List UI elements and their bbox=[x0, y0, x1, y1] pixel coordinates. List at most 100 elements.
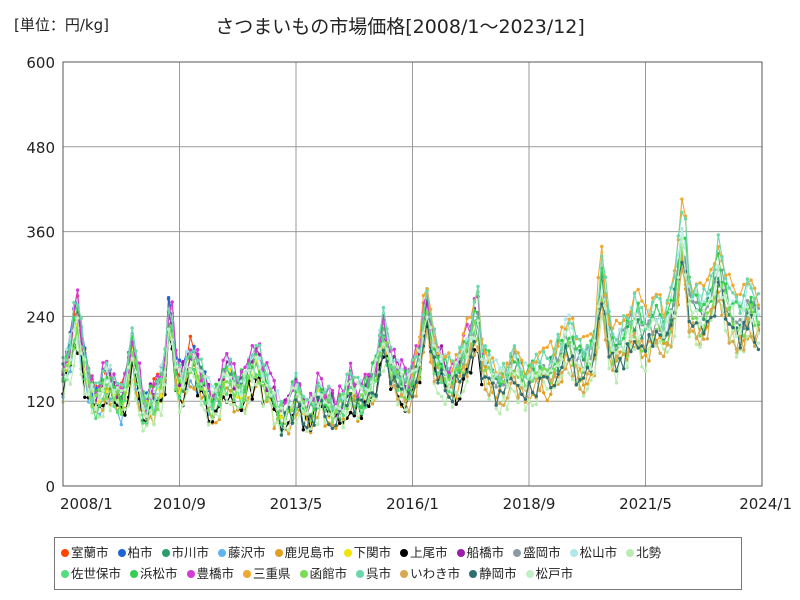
legend-item: 静岡市 bbox=[469, 563, 517, 584]
data-point bbox=[156, 379, 160, 384]
data-point bbox=[552, 347, 557, 351]
data-point bbox=[571, 322, 575, 326]
data-point bbox=[498, 381, 502, 385]
axes: 0 120 240 360 480 600 2008/1 2010/9 2013/5 2016/1… bbox=[26, 54, 792, 513]
data-point bbox=[323, 387, 327, 391]
data-point bbox=[108, 363, 113, 367]
data-point bbox=[596, 275, 600, 280]
data-point bbox=[509, 381, 513, 385]
data-point bbox=[345, 372, 349, 377]
data-point bbox=[64, 375, 69, 380]
data-point bbox=[148, 409, 153, 413]
legend-item: 浜松市 bbox=[130, 563, 178, 584]
data-point bbox=[261, 362, 265, 367]
data-point bbox=[669, 295, 673, 299]
data-point bbox=[676, 234, 680, 238]
data-point bbox=[530, 403, 535, 407]
data-point bbox=[465, 374, 469, 379]
data-point bbox=[738, 311, 742, 315]
data-point bbox=[308, 398, 313, 402]
legend-marker-icon bbox=[243, 570, 252, 578]
data-point bbox=[287, 396, 291, 400]
legend-marker-icon bbox=[400, 549, 409, 557]
data-point bbox=[410, 374, 415, 378]
data-point bbox=[163, 347, 167, 351]
data-point bbox=[217, 397, 222, 401]
data-point bbox=[166, 296, 171, 300]
data-point bbox=[745, 299, 750, 303]
x-tick-label: 2016/1 bbox=[386, 495, 439, 513]
data-point bbox=[611, 332, 615, 336]
data-point bbox=[217, 381, 222, 385]
data-point bbox=[436, 355, 440, 360]
data-point bbox=[217, 415, 222, 419]
data-point bbox=[556, 332, 560, 336]
data-point bbox=[389, 381, 393, 386]
data-point bbox=[622, 314, 626, 318]
data-point bbox=[199, 357, 203, 361]
data-point bbox=[549, 339, 553, 344]
data-point bbox=[636, 346, 640, 350]
data-point bbox=[589, 332, 593, 336]
data-point bbox=[297, 394, 302, 399]
data-point bbox=[654, 329, 659, 334]
data-point bbox=[640, 365, 644, 369]
data-point bbox=[472, 300, 477, 304]
data-point bbox=[560, 380, 564, 384]
data-point bbox=[159, 394, 163, 399]
data-point bbox=[691, 296, 695, 301]
data-point bbox=[494, 406, 498, 411]
data-point bbox=[301, 422, 305, 426]
data-point bbox=[469, 355, 473, 359]
data-point bbox=[585, 334, 589, 338]
data-point bbox=[461, 364, 466, 369]
data-point bbox=[454, 402, 458, 406]
data-point bbox=[90, 400, 94, 404]
data-point bbox=[323, 396, 327, 400]
data-point bbox=[232, 402, 236, 407]
data-point bbox=[145, 421, 149, 425]
data-point bbox=[698, 308, 702, 313]
data-point bbox=[312, 404, 316, 408]
data-point bbox=[498, 389, 502, 393]
data-point bbox=[556, 344, 560, 348]
data-point bbox=[523, 397, 528, 401]
data-point bbox=[265, 361, 269, 365]
data-point bbox=[261, 383, 265, 388]
data-point bbox=[257, 356, 262, 361]
series-line bbox=[62, 289, 483, 412]
data-point bbox=[247, 368, 251, 373]
data-point bbox=[538, 364, 542, 369]
data-point bbox=[749, 318, 753, 323]
data-point bbox=[647, 346, 651, 351]
data-point bbox=[316, 404, 320, 408]
data-point bbox=[410, 358, 415, 362]
data-point bbox=[323, 424, 327, 428]
data-point bbox=[694, 283, 699, 287]
data-point bbox=[698, 327, 702, 331]
data-point bbox=[494, 372, 498, 377]
series-17 bbox=[61, 210, 761, 420]
data-point bbox=[228, 382, 233, 387]
data-point bbox=[450, 359, 455, 363]
legend: 室蘭市 柏市 市川市 藤沢市 鹿児島市 下関市 上尾市 船橋市 盛岡市 松山市 北勢 佐世保市 浜松市… bbox=[54, 537, 742, 590]
data-point bbox=[571, 344, 575, 348]
legend-item: 佐世保市 bbox=[61, 563, 121, 584]
data-point bbox=[498, 401, 502, 406]
data-point bbox=[126, 404, 131, 408]
legend-label: 呉市 bbox=[366, 566, 392, 581]
legend-item: 盛岡市 bbox=[513, 542, 561, 563]
data-point bbox=[625, 328, 629, 332]
data-point bbox=[578, 387, 582, 391]
legend-item: 豊橋市 bbox=[186, 563, 234, 584]
data-point bbox=[687, 279, 691, 284]
data-point bbox=[439, 344, 444, 348]
data-point bbox=[541, 380, 546, 384]
legend-item: 柏市 bbox=[117, 542, 153, 563]
data-point bbox=[567, 358, 571, 362]
data-point bbox=[556, 372, 560, 376]
data-point bbox=[443, 402, 447, 406]
data-point bbox=[236, 375, 240, 379]
data-point bbox=[734, 355, 739, 359]
data-point bbox=[199, 403, 203, 407]
